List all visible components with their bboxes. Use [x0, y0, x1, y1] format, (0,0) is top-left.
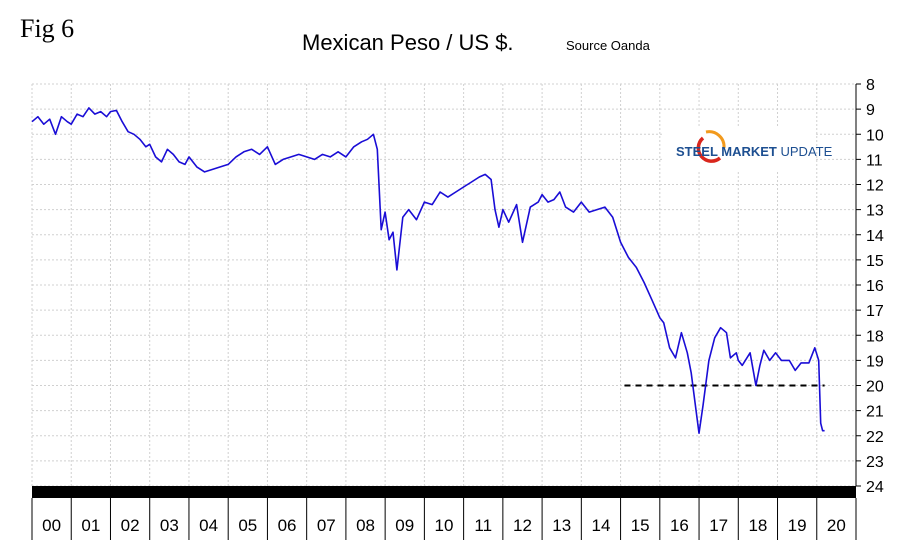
x-tick-label: 06	[278, 516, 297, 535]
logo-swoosh-red	[696, 136, 722, 163]
logo-text: STEEL MARKET UPDATE	[676, 144, 833, 159]
y-tick-label: 10	[866, 127, 884, 144]
y-tick-label: 22	[866, 429, 884, 446]
logo-swoosh-orange	[705, 130, 726, 149]
x-tick-label: 14	[591, 516, 610, 535]
x-axis: 00 01 02 03 04 05 06 07 08 09 10 11 12 13 14 15 16 17 18 19…	[31, 486, 857, 540]
x-tick-label: 01	[81, 516, 100, 535]
steel-market-update-logo: STEEL MARKET UPDATE	[662, 126, 833, 170]
x-tick-label: 10	[435, 516, 454, 535]
x-tick-label: 04	[199, 516, 218, 535]
x-tick-label: 17	[709, 516, 728, 535]
logo-background	[662, 126, 816, 170]
series-group	[31, 107, 825, 435]
x-axis-band	[32, 486, 856, 498]
y-tick-label: 9	[866, 102, 875, 119]
x-tick-label: 07	[317, 516, 336, 535]
y-tick-label: 14	[866, 228, 884, 245]
x-tick-label: 20	[827, 516, 846, 535]
source-note: Source Oanda	[566, 38, 650, 53]
y-tick-label: 21	[866, 404, 884, 421]
x-tick-label: 19	[788, 516, 807, 535]
logo-text-light: UPDATE	[777, 144, 833, 159]
y-tick-label: 12	[866, 178, 884, 195]
chart-title: Mexican Peso / US $.	[302, 30, 514, 55]
y-tick-label: 8	[866, 77, 875, 94]
x-tick-label: 03	[160, 516, 179, 535]
x-tick-label: 15	[631, 516, 650, 535]
series-line	[31, 107, 825, 435]
y-tick-label: 11	[866, 152, 883, 169]
y-tick-label: 16	[866, 278, 884, 295]
x-tick-label: 11	[474, 516, 492, 535]
y-tick-label: 18	[866, 328, 884, 345]
x-tick-label: 00	[42, 516, 61, 535]
x-tick-label: 05	[238, 516, 257, 535]
x-tick-label: 09	[395, 516, 414, 535]
y-axis: 8 9 10 11 12 13 14 15 16 17 18 19 20 21 22 23 24	[855, 77, 884, 496]
y-tick-label: 13	[866, 203, 884, 220]
grid	[31, 83, 857, 487]
x-tick-label: 02	[121, 516, 140, 535]
figure-label: Fig 6	[20, 14, 75, 43]
y-tick-label: 15	[866, 253, 884, 270]
y-tick-label: 17	[866, 303, 884, 320]
x-tick-label: 18	[748, 516, 767, 535]
logo-text-bold: STEEL MARKET	[676, 144, 777, 159]
x-tick-label: 16	[670, 516, 689, 535]
y-tick-label: 20	[866, 379, 884, 396]
y-tick-label: 24	[866, 479, 884, 496]
y-tick-label: 19	[866, 353, 884, 370]
x-tick-label: 08	[356, 516, 375, 535]
y-tick-label: 23	[866, 454, 884, 471]
x-tick-label: 12	[513, 516, 532, 535]
x-tick-label: 13	[552, 516, 571, 535]
